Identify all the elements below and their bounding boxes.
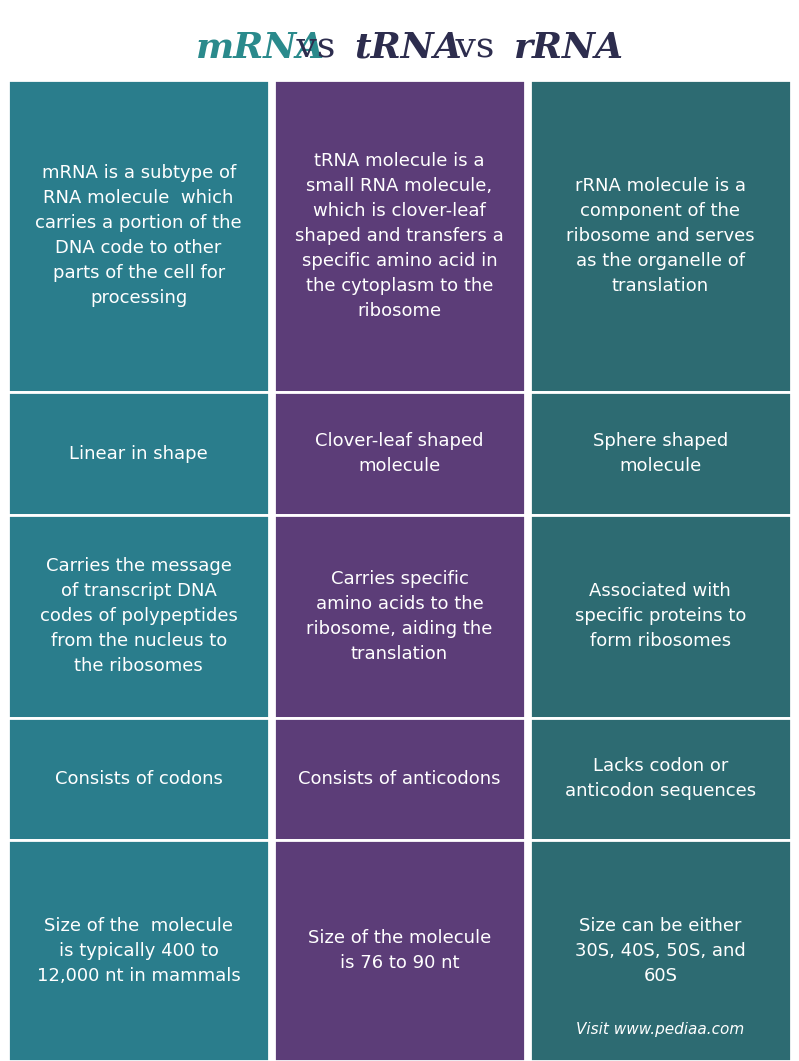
Text: Consists of anticodons: Consists of anticodons [298, 770, 501, 788]
Text: Consists of codons: Consists of codons [54, 770, 223, 788]
Text: Sphere shaped
molecule: Sphere shaped molecule [593, 432, 728, 475]
Text: Carries the message
of transcript DNA
codes of polypeptides
from the nucleus to
: Carries the message of transcript DNA co… [40, 557, 237, 675]
Text: vs: vs [285, 31, 348, 65]
Bar [8, 80, 269, 393]
Bar [8, 840, 269, 1061]
Text: mRNA: mRNA [196, 31, 325, 65]
Text: rRNA molecule is a
component of the
ribosome and serves
as the organelle of
tran: rRNA molecule is a component of the ribo… [566, 177, 755, 295]
Bar [274, 393, 525, 515]
Text: Lacks codon or
anticodon sequences: Lacks codon or anticodon sequences [565, 758, 756, 800]
Text: tRNA: tRNA [355, 31, 463, 65]
Bar [8, 393, 269, 515]
Text: Linear in shape: Linear in shape [70, 445, 208, 463]
Bar [274, 80, 525, 393]
Text: tRNA molecule is a
small RNA molecule,
which is clover-leaf
shaped and transfers: tRNA molecule is a small RNA molecule, w… [295, 152, 504, 320]
Bar [530, 840, 791, 1061]
Bar [530, 393, 791, 515]
Bar [274, 515, 525, 717]
Bar [530, 80, 791, 393]
Text: Clover-leaf shaped
molecule: Clover-leaf shaped molecule [316, 432, 483, 475]
Text: mRNA is a subtype of
RNA molecule  which
carries a portion of the
DNA code to ot: mRNA is a subtype of RNA molecule which … [35, 164, 242, 308]
Bar [530, 717, 791, 840]
Text: vs: vs [444, 31, 506, 65]
Bar [8, 515, 269, 717]
Bar [274, 840, 525, 1061]
Text: Size can be either
30S, 40S, 50S, and
60S: Size can be either 30S, 40S, 50S, and 60… [575, 917, 745, 985]
Text: Size of the molecule
is 76 to 90 nt: Size of the molecule is 76 to 90 nt [308, 929, 491, 972]
Text: Visit www.pediaa.com: Visit www.pediaa.com [576, 1022, 745, 1037]
Bar [530, 515, 791, 717]
Text: rRNA: rRNA [514, 31, 623, 65]
Text: Carries specific
amino acids to the
ribosome, aiding the
translation: Carries specific amino acids to the ribo… [306, 570, 493, 663]
Text: Size of the  molecule
is typically 400 to
12,000 nt in mammals: Size of the molecule is typically 400 to… [37, 917, 240, 985]
Bar [8, 717, 269, 840]
Text: Associated with
specific proteins to
form ribosomes: Associated with specific proteins to for… [574, 582, 746, 650]
Bar [274, 717, 525, 840]
